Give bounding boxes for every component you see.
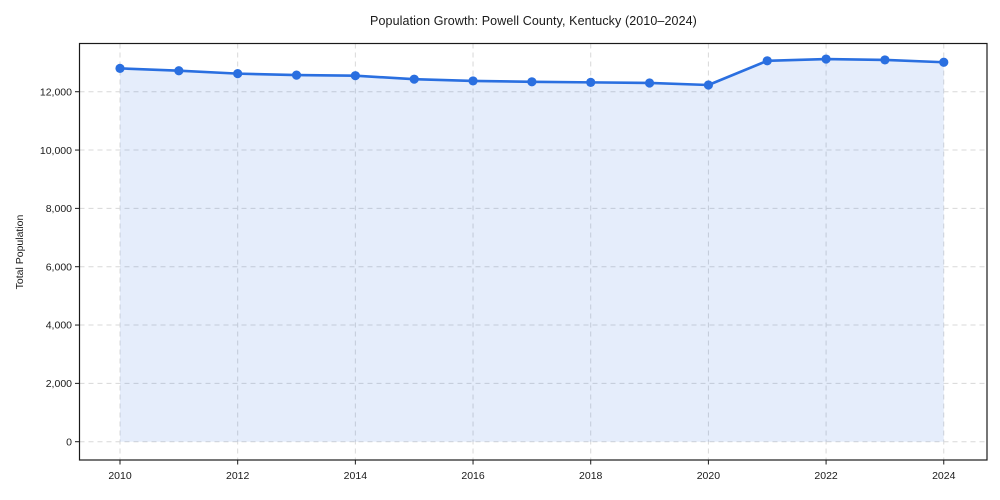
- plot-border: [78, 42, 988, 461]
- chart-title: Population Growth: Powell County, Kentuc…: [370, 14, 697, 28]
- data-point-marker: [468, 76, 478, 86]
- x-tick-label: 2018: [579, 470, 603, 482]
- area-fill: [120, 59, 944, 442]
- y-tick-label: 12,000: [40, 86, 72, 98]
- x-tick-label: 2022: [814, 470, 838, 482]
- data-point-marker: [586, 77, 596, 87]
- data-point-marker: [939, 57, 949, 67]
- y-tick-label: 0: [66, 436, 72, 448]
- data-point-marker: [291, 70, 302, 80]
- data-point-marker: [350, 71, 360, 81]
- data-point-marker: [174, 66, 184, 76]
- data-point-marker: [233, 69, 243, 79]
- data-point-marker: [821, 54, 831, 64]
- y-tick-label: 2,000: [46, 378, 72, 390]
- y-tick-label: 4,000: [46, 320, 72, 332]
- x-tick-label: 2014: [344, 470, 368, 482]
- x-tick-label: 2020: [697, 470, 721, 482]
- data-point-marker: [644, 78, 655, 88]
- x-tick-label: 2016: [461, 470, 485, 482]
- y-tick-label: 8,000: [46, 203, 72, 215]
- data-point-marker: [527, 77, 537, 87]
- x-tick-label: 2012: [226, 470, 250, 482]
- y-tick-label: 6,000: [46, 261, 72, 273]
- data-point-marker: [762, 56, 772, 66]
- data-point-marker: [703, 80, 714, 90]
- data-point-marker: [409, 74, 419, 84]
- x-tick-label: 2010: [108, 470, 132, 482]
- x-tick-label: 2024: [932, 470, 956, 482]
- data-point-marker: [880, 55, 890, 65]
- y-tick-label: 10,000: [40, 145, 72, 157]
- data-point-marker: [115, 63, 125, 73]
